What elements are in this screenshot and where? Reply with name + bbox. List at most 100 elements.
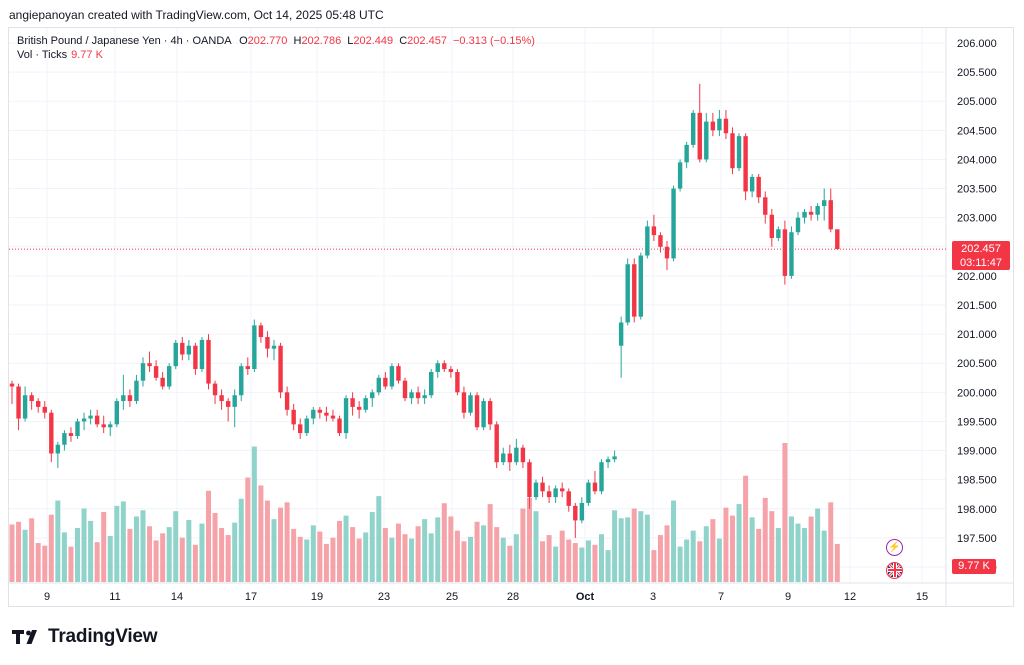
volume-bar (264, 500, 270, 582)
candle-body (160, 377, 165, 387)
volume-bar (369, 512, 375, 582)
candle-body (252, 325, 257, 370)
volume-bar (520, 508, 526, 582)
candle-body (180, 342, 185, 355)
volume-bar (382, 527, 388, 582)
candle-body (232, 395, 237, 407)
candle-body (68, 433, 74, 436)
candle-body (730, 133, 735, 169)
candle-body (677, 162, 683, 189)
volume-label[interactable]: Vol · Ticks (17, 49, 68, 61)
volume-bar (337, 520, 342, 582)
candle-body (553, 488, 558, 498)
candle-body (337, 418, 342, 434)
candle-body (822, 200, 827, 207)
candle-body (284, 392, 290, 410)
candle-body (49, 412, 54, 454)
candle-body (546, 491, 552, 498)
x-tick-label: 15 (916, 591, 928, 603)
volume-bar (48, 514, 54, 582)
candle-body (363, 398, 368, 410)
low-value: 202.449 (353, 35, 394, 47)
candle-body (520, 447, 526, 463)
volume-bar (769, 511, 775, 582)
volume-bar (553, 546, 559, 582)
volume-bar (238, 498, 244, 582)
volume-bar (625, 517, 631, 582)
candle-body (94, 415, 100, 425)
candle-body (36, 401, 41, 407)
volume-bar (756, 528, 762, 582)
volume-bar (415, 526, 421, 582)
volume-bar (409, 538, 415, 582)
x-tick-label: 25 (446, 591, 458, 603)
y-tick-label: 200.500 (957, 358, 997, 370)
brand-name: TradingView (48, 626, 158, 647)
candle-body (835, 229, 840, 250)
candle-body (317, 409, 323, 413)
y-tick-label: 205.500 (957, 67, 997, 79)
candle-body (618, 322, 624, 346)
chart-frame[interactable] (8, 27, 1014, 607)
symbol-title[interactable]: British Pound / Japanese Yen · 4h · OAND… (17, 35, 232, 47)
candle-body (632, 264, 637, 317)
y-tick-label: 201.500 (957, 300, 997, 312)
volume-bar (284, 502, 290, 582)
candle-body (527, 462, 532, 498)
volume-bar (186, 520, 192, 582)
candle-body (599, 462, 604, 492)
volume-bar (88, 520, 94, 582)
volume-bar (173, 511, 179, 582)
volume-bar (402, 534, 408, 582)
candle-body (278, 345, 283, 393)
volume-bar (258, 485, 264, 582)
ohlc-legend: British Pound / Japanese Yen · 4h · OAND… (17, 34, 535, 49)
volume-bar (94, 542, 100, 582)
candle-body (55, 444, 61, 454)
candle-body (206, 339, 211, 384)
candle-body (684, 144, 689, 163)
high-label: H (293, 35, 302, 47)
candle-body (455, 371, 460, 393)
volume-bar (212, 512, 218, 582)
candle-body (723, 118, 729, 134)
candle-body (789, 232, 794, 276)
low-label: L (347, 35, 354, 47)
flash-icon[interactable]: ⚡ (886, 539, 903, 556)
volume-bar (684, 539, 690, 582)
volume-bar (428, 533, 434, 582)
candle-body (22, 395, 28, 419)
candle-body (586, 482, 591, 503)
volume-bar (61, 532, 67, 582)
volume-bar (297, 536, 303, 582)
candle-body (186, 345, 192, 355)
uk-flag-icon[interactable] (886, 562, 903, 579)
x-tick-label: 17 (245, 591, 257, 603)
close-value: 202.457 (407, 35, 447, 47)
y-tick-label: 199.500 (957, 416, 997, 428)
candle-body (153, 366, 159, 378)
tradingview-logo-icon (12, 630, 37, 644)
volume-bar (644, 514, 650, 582)
candle-body (101, 424, 106, 428)
candle-body (409, 392, 414, 399)
candle-body (481, 401, 486, 428)
volume-bar (703, 526, 709, 582)
volume-bar (664, 525, 670, 582)
candle-body (343, 398, 349, 434)
candle-body (265, 337, 270, 349)
candle-body (75, 421, 80, 436)
volume-bar (251, 446, 257, 582)
volume-bar (599, 534, 604, 582)
close-label: C (399, 35, 408, 47)
volume-bar (42, 545, 48, 582)
y-tick-label: 206.000 (957, 38, 997, 50)
candle-body (304, 418, 309, 434)
volume-bar (612, 510, 618, 582)
tradingview-brand[interactable]: TradingView (12, 626, 158, 648)
x-tick-label: 23 (378, 591, 390, 603)
volume-bar (9, 524, 15, 582)
volume-bar (546, 535, 552, 582)
candle-body (540, 482, 545, 492)
